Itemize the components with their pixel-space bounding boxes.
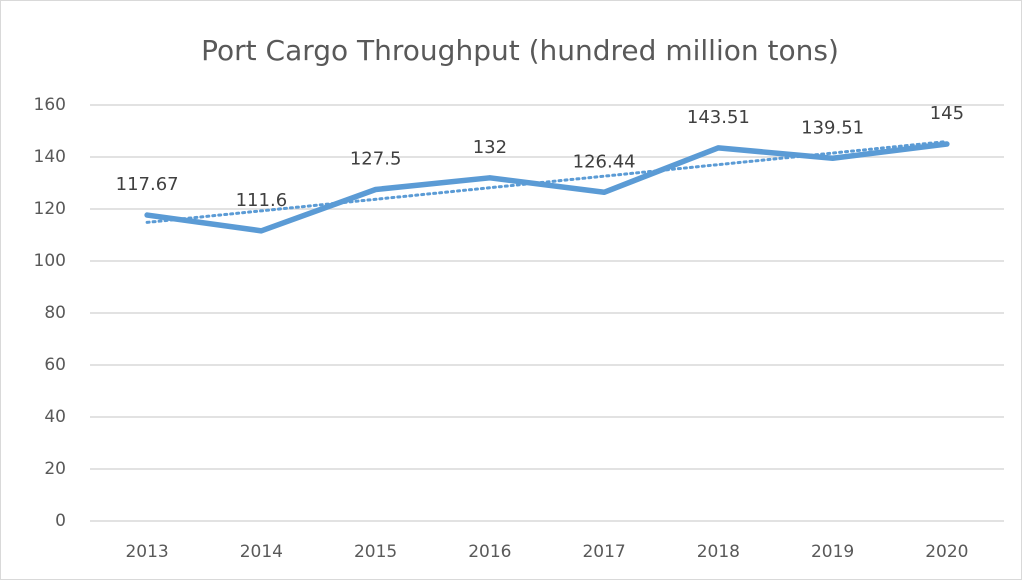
y-tick-label: 20 bbox=[44, 459, 66, 479]
data-label: 139.51 bbox=[801, 117, 864, 138]
line-series bbox=[144, 141, 950, 234]
y-tick-label: 140 bbox=[34, 147, 66, 167]
data-label: 145 bbox=[930, 103, 964, 124]
data-label: 117.67 bbox=[116, 174, 179, 195]
data-label: 127.5 bbox=[350, 149, 402, 170]
x-tick-label: 2018 bbox=[697, 542, 740, 562]
data-label: 126.44 bbox=[573, 151, 636, 172]
x-tick-label: 2017 bbox=[582, 542, 625, 562]
y-tick-label: 0 bbox=[55, 511, 66, 531]
x-tick-label: 2016 bbox=[468, 542, 511, 562]
y-tick-label: 100 bbox=[34, 251, 66, 271]
x-tick-label: 2020 bbox=[925, 542, 968, 562]
x-tick-label: 2013 bbox=[125, 542, 168, 562]
data-label: 111.6 bbox=[236, 190, 288, 211]
trendline bbox=[145, 140, 949, 224]
y-tick-label: 160 bbox=[34, 95, 66, 115]
y-tick-label: 60 bbox=[44, 355, 66, 375]
chart-title: Port Cargo Throughput (hundred million t… bbox=[201, 34, 839, 67]
x-tick-label: 2015 bbox=[354, 542, 397, 562]
y-tick-label: 120 bbox=[34, 199, 66, 219]
x-tick-label: 2019 bbox=[811, 542, 854, 562]
y-tick-label: 80 bbox=[44, 303, 66, 323]
x-tick-label: 2014 bbox=[240, 542, 283, 562]
data-label: 132 bbox=[473, 137, 507, 158]
y-tick-label: 40 bbox=[44, 407, 66, 427]
data-label: 143.51 bbox=[687, 107, 750, 128]
